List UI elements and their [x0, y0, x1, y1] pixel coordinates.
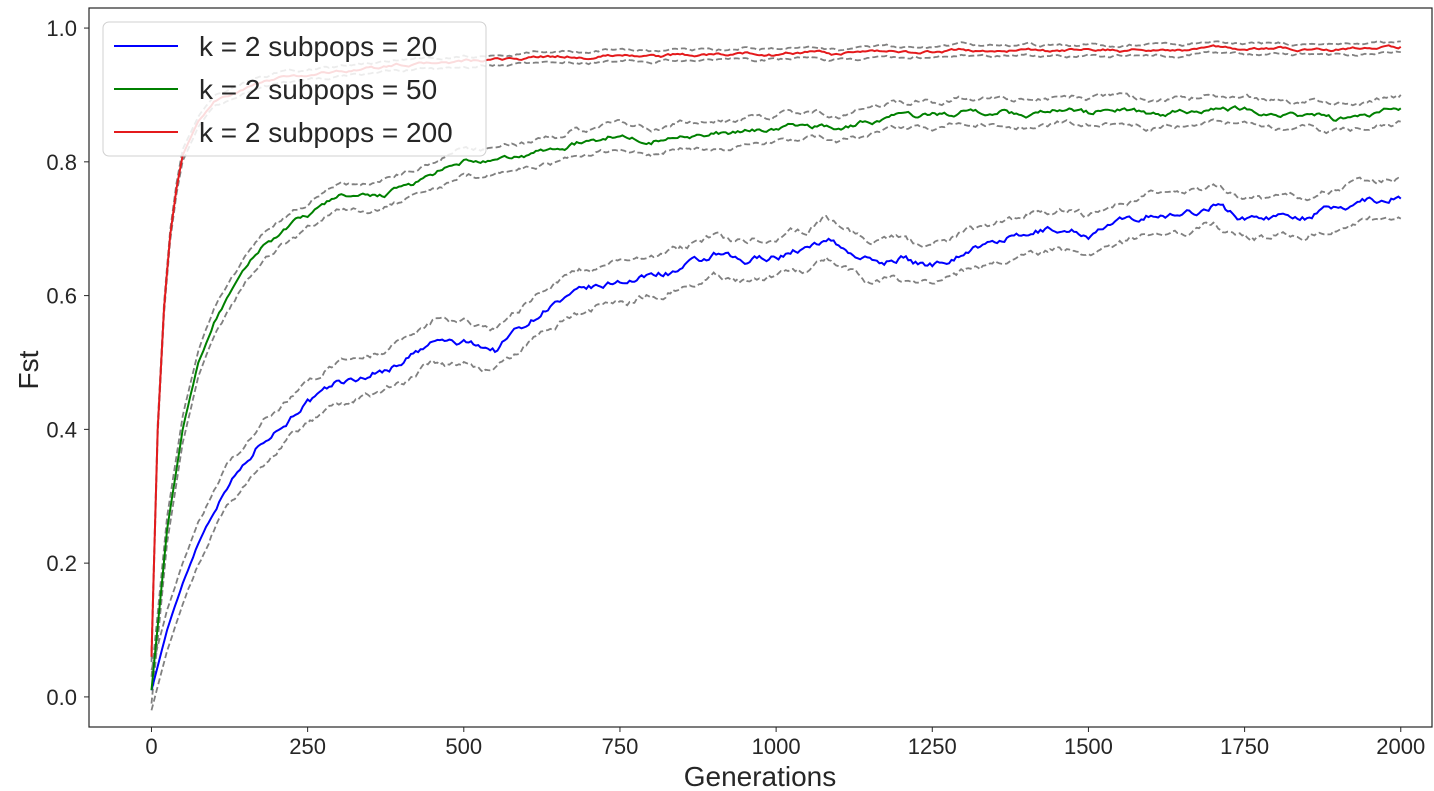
- upper-band-line-series-2: [150, 92, 1402, 677]
- legend-box: [102, 21, 487, 157]
- legend-label: k = 2 subpops = 20: [199, 31, 437, 62]
- x-tick-label: 1250: [908, 734, 957, 759]
- y-tick-label: 0.8: [46, 150, 77, 175]
- plot-frame: [88, 7, 1433, 728]
- y-tick-label: 0.0: [46, 685, 77, 710]
- legend-label: k = 2 subpops = 200: [199, 117, 453, 148]
- lower-band-line-series-2: [150, 118, 1402, 704]
- y-tick-label: 0.6: [46, 284, 77, 309]
- y-axis-ticks: 0.0 0.2 0.4 0.6 0.8 1.0: [46, 16, 89, 710]
- x-tick-label: 0: [145, 734, 157, 759]
- upper-band-line-series-1: [150, 176, 1402, 671]
- y-tick-label: 0.2: [46, 551, 77, 576]
- legend-label: k = 2 subpops = 50: [199, 74, 437, 105]
- x-tick-label: 1500: [1064, 734, 1113, 759]
- series-line-2: [150, 105, 1402, 691]
- x-axis-label: Generations: [684, 761, 837, 791]
- x-tick-label: 1750: [1220, 734, 1269, 759]
- x-tick-label: 2000: [1376, 734, 1425, 759]
- x-tick-label: 250: [289, 734, 326, 759]
- legend: k = 2 subpops = 20 k = 2 subpops = 50 k = …: [102, 21, 487, 157]
- y-axis-label: Fst: [13, 350, 44, 389]
- x-axis-ticks: 0 250 500 750 1000 1250 1500 1750 2000: [145, 727, 1425, 759]
- series-line-1: [150, 195, 1402, 691]
- lower-band-line-series-1: [150, 215, 1402, 711]
- y-tick-label: 1.0: [46, 16, 77, 41]
- x-tick-label: 500: [445, 734, 482, 759]
- x-tick-label: 750: [602, 734, 639, 759]
- y-tick-label: 0.4: [46, 417, 77, 442]
- x-tick-label: 1000: [752, 734, 801, 759]
